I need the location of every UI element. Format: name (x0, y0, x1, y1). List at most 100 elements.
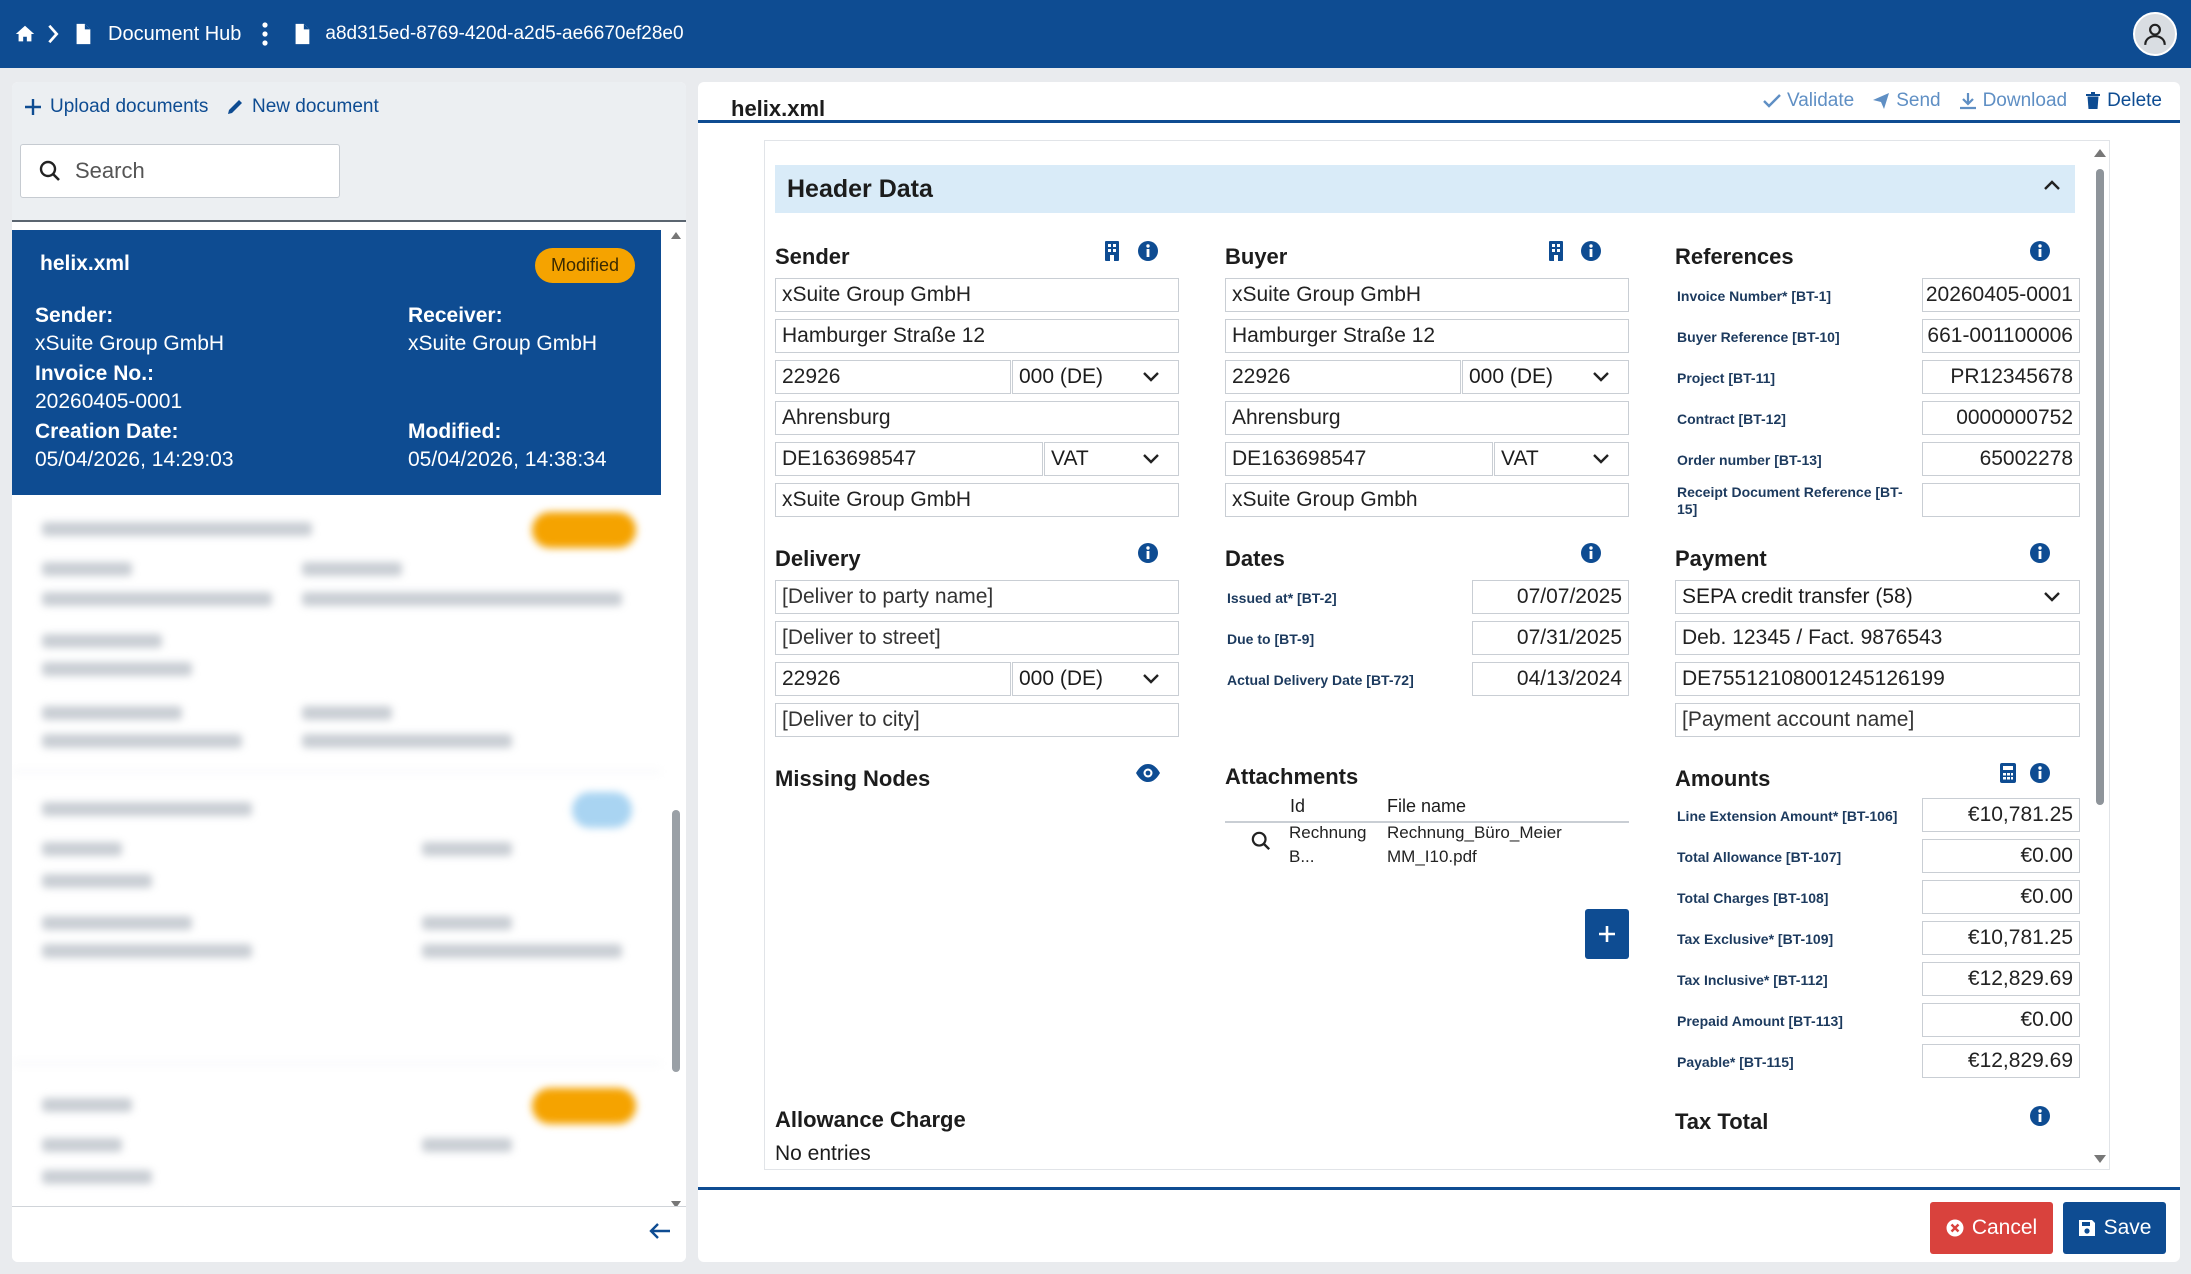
sender-zip-field[interactable]: 22926 (775, 360, 1011, 394)
info-icon[interactable] (2029, 542, 2051, 564)
invoice-number-field[interactable]: 20260405-0001 (1922, 278, 2080, 312)
sender-section-title: Sender (775, 244, 850, 269)
sender-tax-type-select[interactable]: VAT (1044, 442, 1179, 476)
sender-city-field[interactable]: Ahrensburg (775, 401, 1179, 435)
receipt-document-reference-field[interactable] (1922, 483, 2080, 517)
info-icon[interactable] (2029, 1105, 2051, 1127)
buyer-tax-id-field[interactable]: DE163698547 (1225, 442, 1493, 476)
prepaid-amount-field[interactable]: €0.00 (1922, 1003, 2080, 1037)
add-attachment-button[interactable] (1585, 909, 1629, 959)
issued-at-field[interactable]: 07/07/2025 (1472, 580, 1629, 614)
order-number-field[interactable]: 65002278 (1922, 442, 2080, 476)
amount-label: Prepaid Amount [BT-113] (1677, 1013, 1843, 1029)
document-title: helix.xml (731, 96, 826, 121)
attachment-filename-cont: MM_I10.pdf (1387, 847, 1477, 866)
buyer-city-field[interactable]: Ahrensburg (1225, 401, 1629, 435)
buyer-country-select[interactable]: 000 (DE) (1462, 360, 1629, 394)
upload-documents-button[interactable]: Upload documents (24, 96, 208, 118)
invoice-value: 20260405-0001 (35, 390, 183, 413)
chevron-up-icon[interactable] (2043, 179, 2061, 191)
deliver-to-party-name-field[interactable]: [Deliver to party name] (775, 580, 1179, 614)
send-button[interactable]: Send (1872, 90, 1941, 112)
eye-icon[interactable] (1135, 763, 1161, 783)
project-field[interactable]: PR12345678 (1922, 360, 2080, 394)
document-list-scrollbar[interactable] (670, 230, 682, 1210)
delivery-country-select[interactable]: 000 (DE) (1012, 662, 1179, 696)
document-actions: Validate Send Download Delete (1745, 90, 2162, 112)
sender-street-field[interactable]: Hamburger Straße 12 (775, 319, 1179, 353)
contract-field[interactable]: 0000000752 (1922, 401, 2080, 435)
search-input[interactable] (75, 158, 315, 184)
collapse-panel-arrow-icon[interactable] (648, 1221, 672, 1241)
amount-label: Line Extension Amount* [BT-106] (1677, 808, 1898, 824)
building-icon[interactable] (1548, 240, 1564, 262)
form-scrollbar[interactable] (2091, 141, 2109, 1169)
more-vertical-icon[interactable] (261, 21, 269, 47)
payable-amount-field[interactable]: €12,829.69 (1922, 1044, 2080, 1078)
download-button[interactable]: Download (1959, 90, 2067, 112)
top-bar: Document Hub a8d315ed-8769-420d-a2d5-ae6… (0, 0, 2191, 68)
file-icon (293, 23, 311, 45)
info-icon[interactable] (2029, 762, 2051, 784)
sender-country-select[interactable]: 000 (DE) (1012, 360, 1179, 394)
attachments-section-title: Attachments (1225, 764, 1359, 789)
total-charges-field[interactable]: €0.00 (1922, 880, 2080, 914)
header-data-section[interactable]: Header Data (775, 165, 2075, 213)
info-icon[interactable] (1137, 542, 1159, 564)
payment-account-name-field[interactable]: [Payment account name] (1675, 703, 2080, 737)
payment-means-select[interactable]: SEPA credit transfer (58) (1675, 580, 2080, 614)
deliver-to-street-field[interactable]: [Deliver to street] (775, 621, 1179, 655)
save-button[interactable]: Save (2063, 1202, 2166, 1254)
breadcrumb-document-id: a8d315ed-8769-420d-a2d5-ae6670ef28e0 (325, 23, 684, 44)
modified-value: 05/04/2026, 14:38:34 (408, 448, 607, 471)
sender-value: xSuite Group GmbH (35, 332, 225, 355)
breadcrumb-document-hub[interactable]: Document Hub (108, 22, 242, 45)
buyer-zip-field[interactable]: 22926 (1225, 360, 1461, 394)
info-icon[interactable] (1137, 240, 1159, 262)
chevron-right-icon (46, 23, 60, 45)
sender-name-field[interactable]: xSuite Group GmbH (775, 278, 1179, 312)
iban-field[interactable]: DE75512108001245126199 (1675, 662, 2080, 696)
info-icon[interactable] (1580, 542, 1602, 564)
info-icon[interactable] (2029, 240, 2051, 262)
actual-delivery-date-field[interactable]: 04/13/2024 (1472, 662, 1629, 696)
search-icon[interactable] (1251, 831, 1271, 851)
user-avatar[interactable] (2133, 12, 2177, 56)
ref-label: Project [BT-11] (1677, 370, 1776, 386)
document-card[interactable] (12, 784, 661, 1064)
plus-icon (24, 98, 50, 116)
scrollbar-thumb[interactable] (2096, 169, 2104, 805)
delivery-zip-field[interactable]: 22926 (775, 662, 1011, 696)
new-document-button[interactable]: New document (226, 96, 379, 118)
receiver-label: Receiver: (408, 304, 503, 327)
sender-company-field[interactable]: xSuite Group GmbH (775, 483, 1179, 517)
buyer-name-field[interactable]: xSuite Group GmbH (1225, 278, 1629, 312)
buyer-reference-field[interactable]: 661-001100006 (1922, 319, 2080, 353)
info-icon[interactable] (1580, 240, 1602, 262)
document-card[interactable] (12, 502, 661, 772)
deliver-to-city-field[interactable]: [Deliver to city] (775, 703, 1179, 737)
building-icon[interactable] (1104, 240, 1120, 262)
line-extension-amount-field[interactable]: €10,781.25 (1922, 798, 2080, 832)
document-card-selected[interactable]: helix.xml Modified Sender: xSuite Group … (12, 230, 661, 495)
remittance-info-field[interactable]: Deb. 12345 / Fact. 9876543 (1675, 621, 2080, 655)
tax-exclusive-field[interactable]: €10,781.25 (1922, 921, 2080, 955)
attachment-id: Rechnung (1289, 823, 1367, 842)
sender-tax-id-field[interactable]: DE163698547 (775, 442, 1043, 476)
buyer-company-field[interactable]: xSuite Group Gmbh (1225, 483, 1629, 517)
buyer-street-field[interactable]: Hamburger Straße 12 (1225, 319, 1629, 353)
calculator-icon[interactable] (1999, 762, 2017, 784)
due-to-field[interactable]: 07/31/2025 (1472, 621, 1629, 655)
scrollbar-thumb[interactable] (672, 810, 680, 1072)
date-label: Actual Delivery Date [BT-72] (1227, 672, 1414, 688)
tax-inclusive-field[interactable]: €12,829.69 (1922, 962, 2080, 996)
total-allowance-field[interactable]: €0.00 (1922, 839, 2080, 873)
buyer-tax-type-select[interactable]: VAT (1494, 442, 1629, 476)
ref-label: Order number [BT-13] (1677, 452, 1822, 468)
cancel-button[interactable]: Cancel (1930, 1202, 2053, 1254)
ref-label: Contract [BT-12] (1677, 411, 1786, 427)
home-icon[interactable] (14, 23, 36, 45)
document-list-footer (12, 1206, 686, 1262)
validate-button[interactable]: Validate (1763, 90, 1854, 112)
delete-button[interactable]: Delete (2085, 90, 2162, 112)
